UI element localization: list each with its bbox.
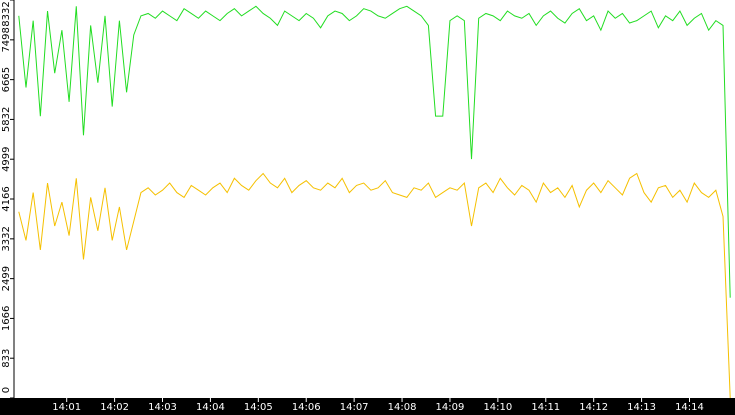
x-tick-label: 14:08 [388, 402, 417, 413]
y-tick-label: 4166 [1, 186, 12, 211]
x-tick-label: 14:07 [340, 402, 369, 413]
x-axis-band [0, 398, 735, 415]
x-tick-label: 14:12 [579, 402, 608, 413]
x-tick-label: 14:11 [531, 402, 560, 413]
y-tick-label: 8332 [1, 1, 12, 26]
series-line [18, 5, 731, 298]
y-tick-label: 2499 [1, 266, 12, 291]
x-tick-label: 14:04 [196, 402, 225, 413]
y-tick-label: 4999 [1, 146, 12, 171]
y-tick-label: 1666 [1, 306, 12, 331]
x-tick-label: 14:03 [148, 402, 177, 413]
series-line [18, 172, 731, 399]
x-tick-label: 14:09 [436, 402, 465, 413]
x-tick-label: 14:10 [483, 402, 512, 413]
x-tick-label: 14:01 [52, 402, 81, 413]
x-tick-label: 14:13 [627, 402, 656, 413]
x-tick-label: 14:14 [675, 402, 704, 413]
x-tick-label: 14:02 [100, 402, 129, 413]
y-tick-label: 6665 [1, 67, 12, 92]
y-tick-label: 5832 [1, 107, 12, 132]
y-tick-label: 0 [1, 387, 12, 393]
y-tick-label: 7498 [1, 27, 12, 52]
x-tick-label: 14:05 [244, 402, 273, 413]
x-tick-label: 14:06 [292, 402, 321, 413]
y-tick-label: 833 [1, 349, 12, 368]
y-tick-label: 3332 [1, 226, 12, 251]
